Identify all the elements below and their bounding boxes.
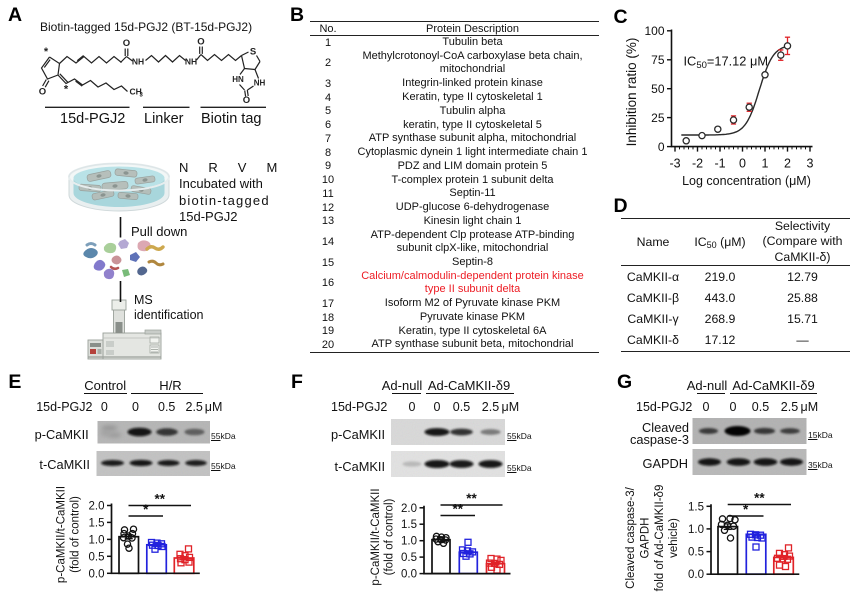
svg-text:0: 0	[739, 157, 746, 171]
svg-text:GAPDH: GAPDH	[640, 518, 652, 559]
svg-text:Log concentration (μM): Log concentration (μM)	[682, 174, 811, 188]
svg-text:3: 3	[807, 157, 814, 171]
svg-text:O: O	[39, 87, 46, 98]
svg-text:O: O	[243, 95, 250, 106]
svg-text:0: 0	[658, 140, 665, 154]
svg-text:1: 1	[762, 157, 769, 171]
svg-text:1.0: 1.0	[89, 534, 105, 546]
svg-text:**: **	[453, 502, 464, 517]
svg-text:-1: -1	[714, 157, 725, 171]
svg-text:0.0: 0.0	[401, 569, 417, 581]
svg-text:**: **	[155, 492, 166, 507]
svg-text:vehicle): vehicle)	[668, 518, 680, 558]
svg-text:O: O	[197, 37, 204, 48]
svg-text:75: 75	[651, 53, 665, 67]
svg-text:2.0: 2.0	[401, 503, 417, 515]
svg-text:25: 25	[651, 111, 665, 125]
svg-text:NH: NH	[185, 57, 197, 67]
svg-text:2: 2	[784, 157, 791, 171]
svg-text:1.5: 1.5	[688, 501, 704, 513]
svg-text:NH: NH	[132, 57, 144, 67]
svg-text:50: 50	[651, 82, 665, 96]
svg-text:*: *	[143, 502, 149, 517]
svg-text:*: *	[743, 502, 749, 517]
svg-text:1.0: 1.0	[688, 524, 704, 536]
svg-text:fold of Ad-CaMKII-δ9: fold of Ad-CaMKII-δ9	[654, 485, 666, 592]
svg-text:-2: -2	[692, 157, 703, 171]
svg-text:Inhibition ratio (%): Inhibition ratio (%)	[624, 38, 639, 147]
svg-text:100: 100	[644, 24, 664, 38]
svg-text:2.0: 2.0	[89, 501, 105, 513]
svg-text:0.0: 0.0	[688, 569, 704, 581]
svg-text:(fold of control): (fold of control)	[70, 496, 82, 573]
svg-text:-3: -3	[669, 157, 680, 171]
svg-text:Cleaved caspase-3/: Cleaved caspase-3/	[625, 486, 637, 588]
svg-text:p-CaMKII/t-CaMKII: p-CaMKII/t-CaMKII	[370, 488, 382, 585]
svg-text:NH: NH	[254, 79, 266, 88]
svg-text:**: **	[754, 491, 765, 506]
svg-text:**: **	[466, 491, 477, 506]
svg-text:HN: HN	[232, 75, 244, 84]
svg-text:1.0: 1.0	[401, 536, 417, 548]
svg-text:CH: CH	[130, 87, 142, 97]
svg-text:1.5: 1.5	[89, 517, 105, 529]
svg-text:(fold of control): (fold of control)	[384, 498, 396, 575]
svg-text:0.5: 0.5	[401, 552, 417, 564]
svg-text:0.5: 0.5	[89, 551, 105, 563]
svg-text:3: 3	[140, 93, 144, 99]
svg-text:1.5: 1.5	[401, 519, 417, 531]
svg-text:O: O	[123, 38, 130, 49]
svg-text:p-CaMKII/t-CaMKII: p-CaMKII/t-CaMKII	[56, 486, 68, 583]
svg-text:0.5: 0.5	[688, 547, 704, 559]
svg-text:S: S	[250, 47, 256, 58]
svg-text:*: *	[64, 84, 69, 96]
svg-text:*: *	[44, 46, 49, 58]
svg-text:0.0: 0.0	[89, 568, 105, 580]
